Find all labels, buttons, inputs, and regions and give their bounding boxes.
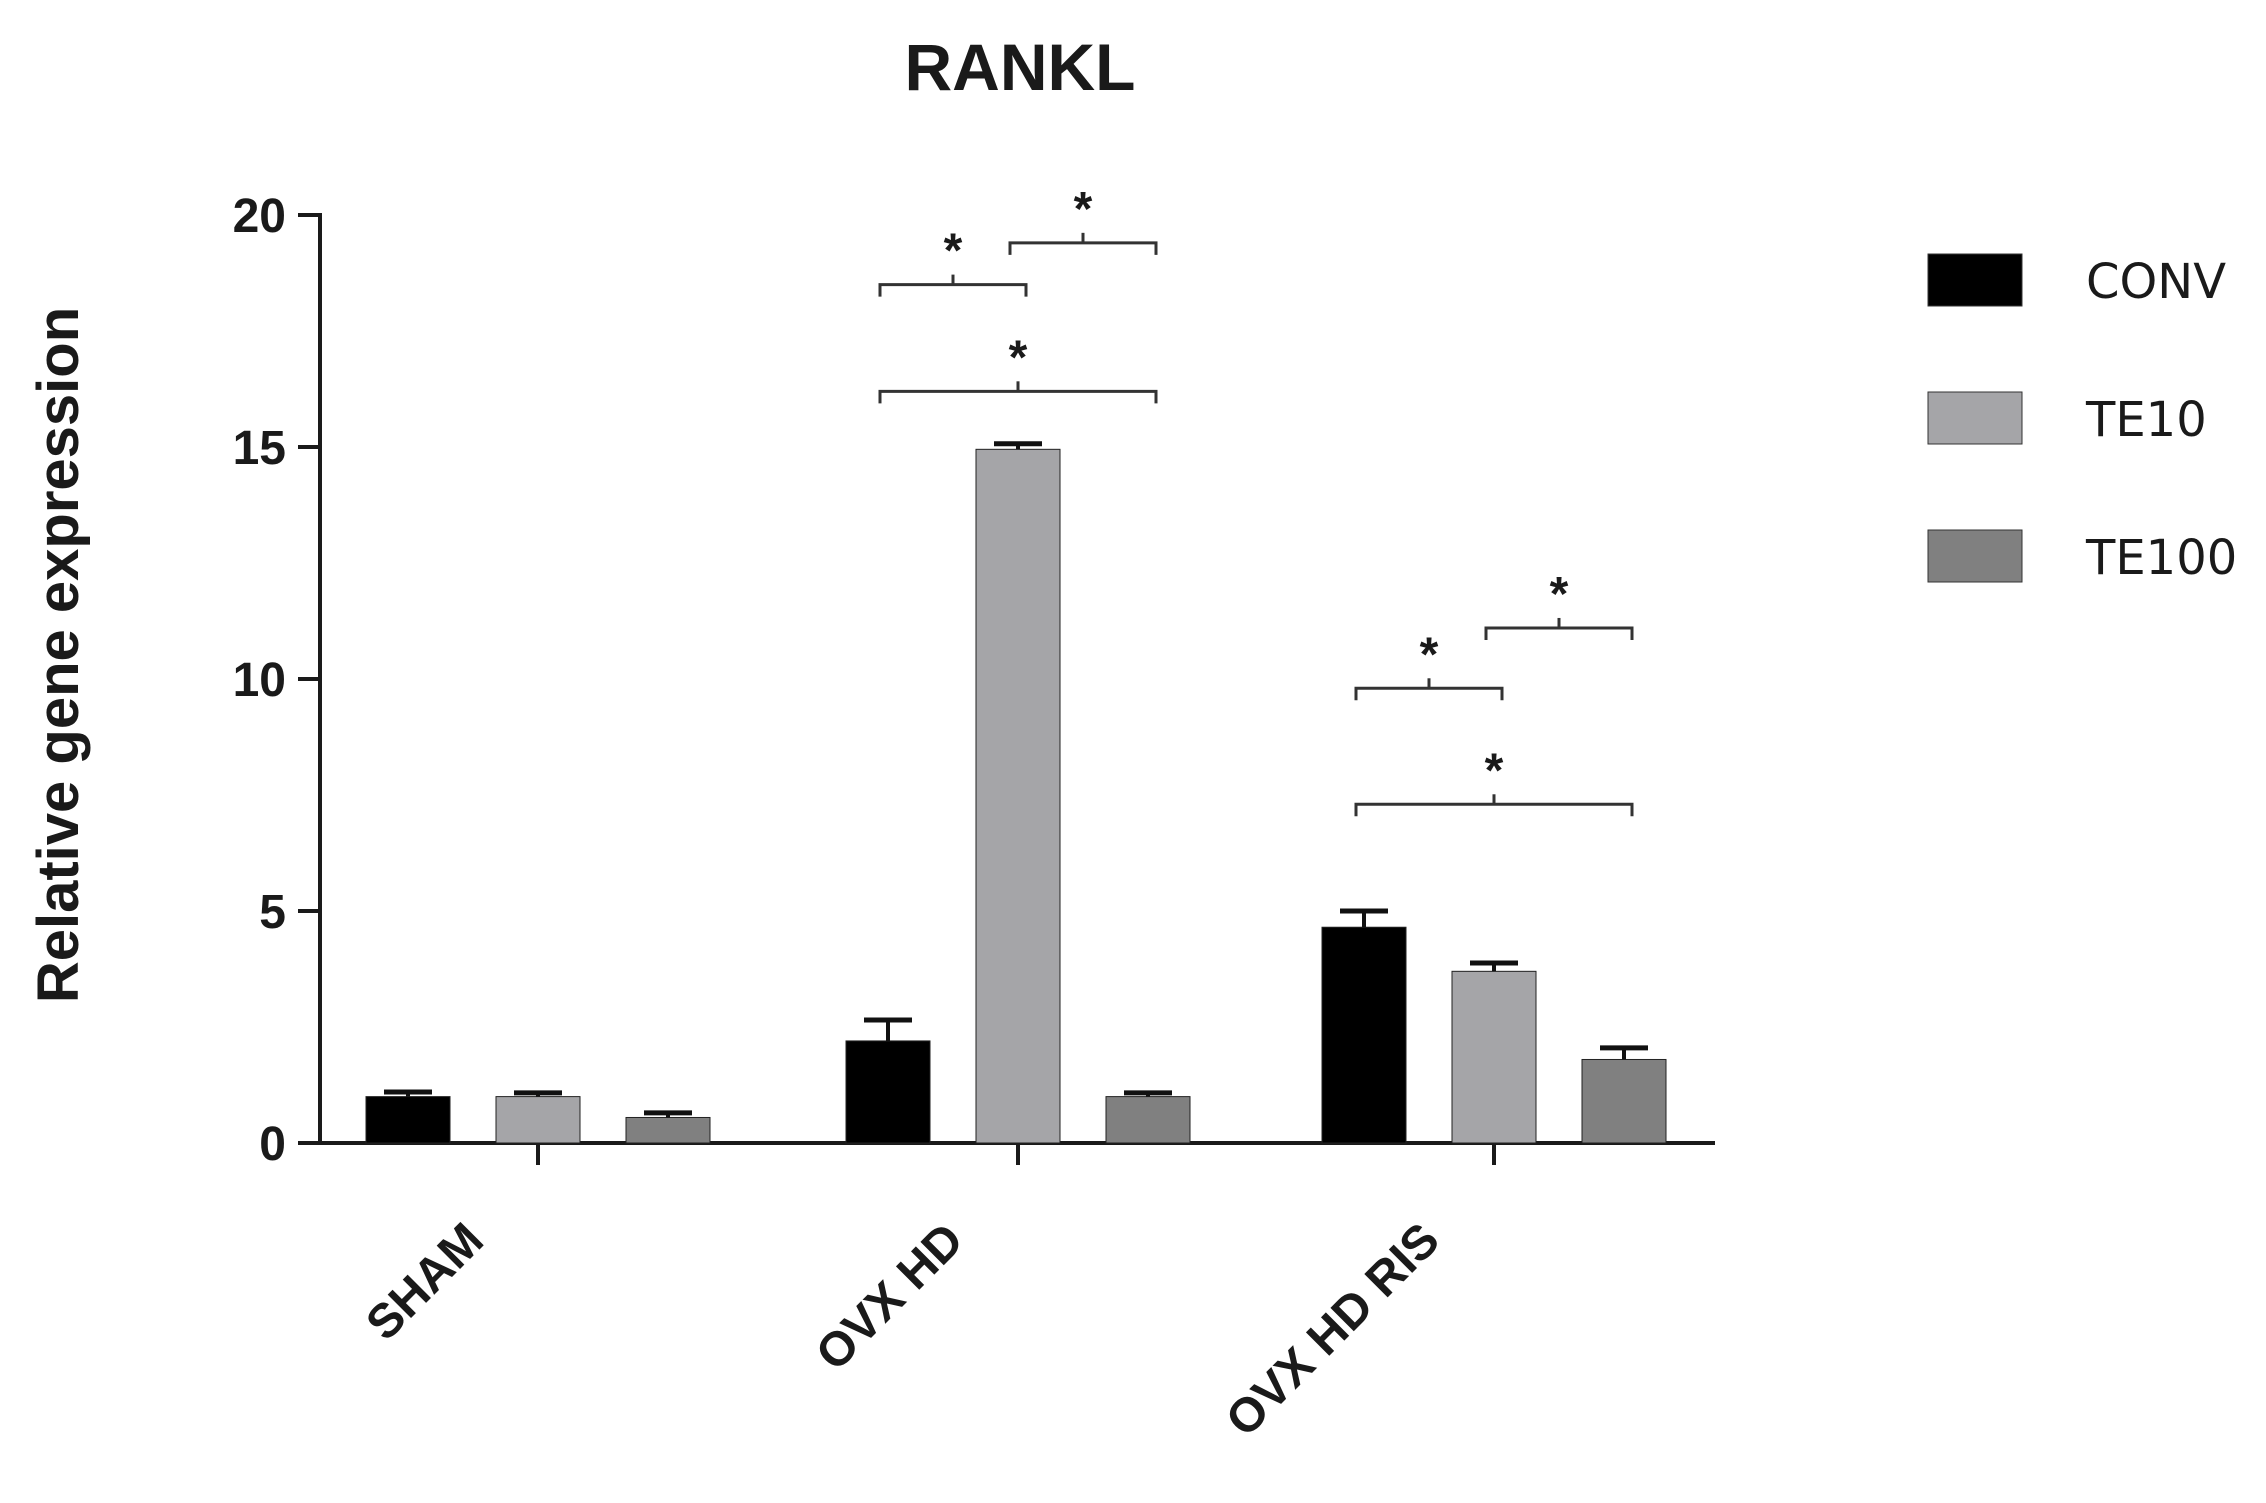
- bar: [1105, 1096, 1191, 1144]
- x-axis: SHAM OVX HD OVX HD RIS: [318, 1141, 1715, 1447]
- significance-brackets: * * * * * *: [878, 183, 1634, 817]
- y-axis: 0 5 10 15 20: [233, 190, 322, 1171]
- bar: [1321, 926, 1407, 1144]
- bar: [845, 1040, 931, 1144]
- bar: [495, 1096, 581, 1144]
- significance-star: *: [1550, 568, 1569, 621]
- legend: CONV TE10 TE100: [1927, 253, 2237, 586]
- y-tick-label: 5: [259, 886, 286, 939]
- significance-bracket: [878, 283, 1028, 297]
- significance-star: *: [944, 225, 963, 278]
- legend-swatch: [1927, 529, 2023, 583]
- significance-bracket: [1484, 626, 1634, 640]
- bar: [1581, 1058, 1667, 1144]
- legend-label: CONV: [2086, 254, 2226, 310]
- x-tick-label: OVX HD: [806, 1213, 974, 1381]
- y-tick-label: 0: [259, 1118, 286, 1171]
- x-tick-label: OVX HD RIS: [1216, 1213, 1450, 1447]
- bar: [365, 1096, 451, 1144]
- significance-star: *: [1009, 331, 1028, 384]
- legend-swatch: [1927, 253, 2023, 307]
- significance-star: *: [1420, 628, 1439, 681]
- y-tick-label: 15: [233, 422, 286, 475]
- significance-bracket: [878, 389, 1158, 404]
- legend-swatch: [1927, 391, 2023, 445]
- significance-bracket: [1354, 802, 1634, 817]
- y-tick-label: 10: [233, 654, 286, 707]
- x-tick-label: SHAM: [356, 1213, 493, 1350]
- significance-bracket: [1008, 241, 1158, 255]
- y-tick-label: 20: [233, 190, 286, 243]
- legend-label: TE100: [2085, 530, 2237, 586]
- legend-label: TE10: [2085, 392, 2207, 448]
- bars: [365, 441, 1667, 1144]
- significance-star: *: [1074, 183, 1093, 236]
- bar: [1451, 970, 1537, 1144]
- bar: [975, 448, 1061, 1144]
- bar: [625, 1116, 711, 1144]
- significance-star: *: [1485, 744, 1504, 797]
- chart-title: RANKL: [905, 30, 1136, 104]
- significance-bracket: [1354, 686, 1504, 701]
- y-axis-label: Relative gene expression: [26, 307, 91, 1003]
